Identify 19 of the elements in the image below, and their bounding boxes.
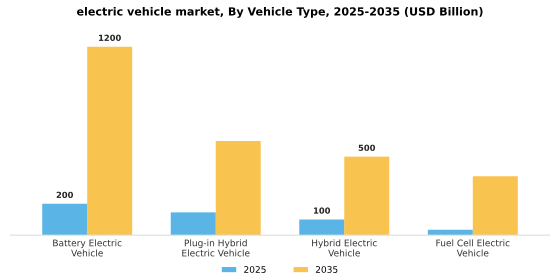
legend-label: 2025 [244,266,266,273]
x-tick-label: Fuel Cell Electric Vehicle [436,239,510,256]
bar [170,212,216,236]
chart-title: electric vehicle market, By Vehicle Type, 2025-2035 (USD Billion) [76,7,483,18]
bar [216,140,261,236]
bar [87,46,132,236]
legend-label: 2035 [316,266,338,273]
bar [428,230,473,236]
x-tick-label: Plug-in Hybrid Electric Vehicle [182,239,250,256]
data-label: 100 [314,207,330,214]
data-label: 500 [358,144,376,151]
data-label: 200 [56,192,74,198]
x-tick-label: Hybrid Electric Vehicle [312,239,377,256]
bar [299,219,344,236]
bar [42,204,88,236]
bar [472,176,518,236]
data-label: 1200 [99,34,121,41]
x-tick-label: Battery Electric Vehicle [53,239,122,256]
bar [344,156,390,236]
